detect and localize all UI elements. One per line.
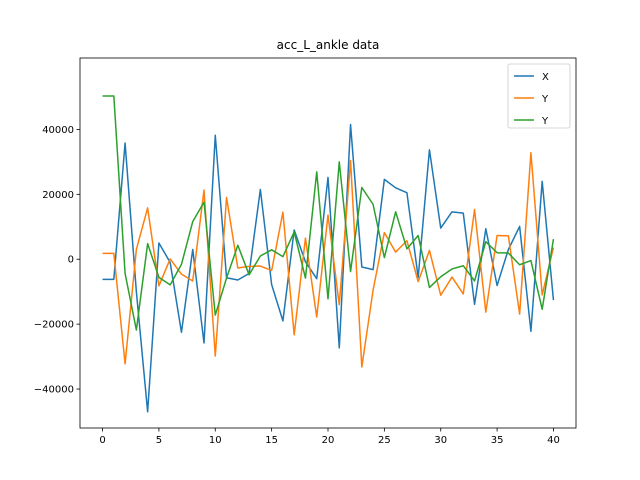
series-line-1 [102, 152, 555, 368]
x-tick-label: 40 [547, 435, 560, 446]
x-tick-label: 35 [491, 435, 504, 446]
series-layer [102, 95, 555, 413]
legend-label-1: Y [541, 94, 549, 105]
legend-label-0: X [542, 72, 549, 83]
x-tick-label: 15 [265, 435, 278, 446]
legend: XYY [507, 63, 571, 129]
series-line-0 [102, 123, 555, 413]
y-tick-label: −40000 [34, 385, 74, 396]
y-tick-label: −20000 [34, 320, 74, 331]
y-tick-label: 0 [68, 255, 74, 266]
x-axis: 0 5 10 15 20 25 30 35 40 [99, 428, 560, 446]
y-tick-label: 40000 [42, 125, 74, 136]
series-line-2 [102, 95, 555, 331]
x-tick-label: 0 [99, 435, 105, 446]
chart-title: acc_L_ankle data [277, 38, 380, 52]
x-tick-label: 5 [156, 435, 162, 446]
y-axis: −40000 −20000 0 20000 40000 [34, 125, 80, 396]
x-tick-label: 10 [209, 435, 222, 446]
x-tick-label: 30 [434, 435, 447, 446]
x-tick-label: 20 [322, 435, 335, 446]
legend-box [507, 63, 571, 129]
y-tick-label: 20000 [42, 190, 74, 201]
legend-label-2: Y [541, 116, 549, 127]
x-tick-label: 25 [378, 435, 391, 446]
